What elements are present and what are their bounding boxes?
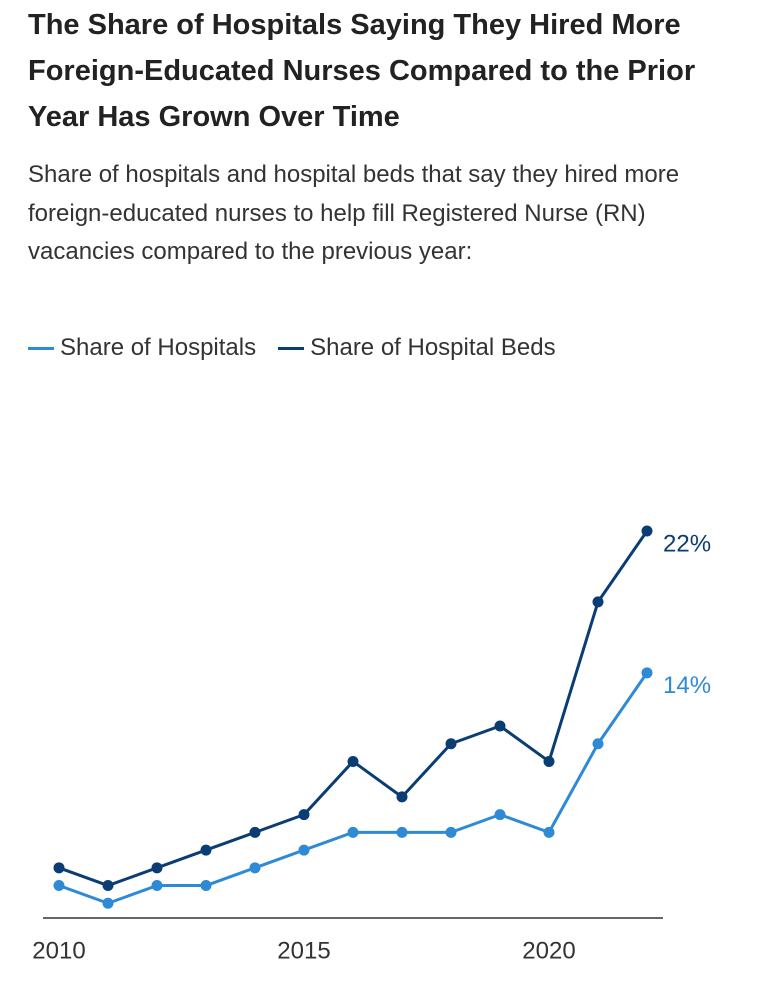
value-label: 14% xyxy=(663,672,711,699)
data-point xyxy=(445,738,457,750)
data-point xyxy=(592,738,604,750)
data-point xyxy=(641,525,653,537)
legend-label: Share of Hospitals xyxy=(60,334,257,361)
series-line xyxy=(58,671,649,905)
x-tick-label: 2010 xyxy=(32,937,85,964)
value-label: 22% xyxy=(663,530,711,557)
data-point xyxy=(249,826,261,838)
data-point xyxy=(445,826,457,838)
data-point xyxy=(298,844,310,856)
data-point xyxy=(298,809,310,821)
x-tick-label: 2015 xyxy=(277,937,330,964)
legend-swatch xyxy=(28,346,54,350)
data-point xyxy=(347,755,359,767)
legend-item: Share of Hospitals xyxy=(28,334,256,362)
data-point xyxy=(53,880,65,892)
data-point xyxy=(641,667,653,679)
chart-subtitle: Share of hospitals and hospital beds tha… xyxy=(28,161,680,265)
legend-label: Share of Hospital Beds xyxy=(310,334,556,361)
x-tick-label: 2020 xyxy=(522,937,575,964)
data-point xyxy=(249,862,261,874)
data-point xyxy=(200,880,212,892)
data-point xyxy=(102,897,114,909)
data-point xyxy=(543,826,555,838)
data-point xyxy=(151,862,163,874)
data-point xyxy=(151,880,163,892)
chart-title: The Share of Hospitals Saying They Hired… xyxy=(28,9,696,133)
data-point xyxy=(494,720,506,732)
data-point xyxy=(543,755,555,767)
data-point xyxy=(494,809,506,821)
data-point xyxy=(200,844,212,856)
data-point xyxy=(396,826,408,838)
data-point xyxy=(396,791,408,803)
data-point xyxy=(102,880,114,892)
legend: Share of Hospitals Share of Hospital Beds xyxy=(28,334,556,362)
data-point xyxy=(592,596,604,608)
legend-swatch xyxy=(278,346,305,350)
data-point xyxy=(347,826,359,838)
data-point xyxy=(53,862,65,874)
legend-item: Share of Hospital Beds xyxy=(278,334,556,362)
